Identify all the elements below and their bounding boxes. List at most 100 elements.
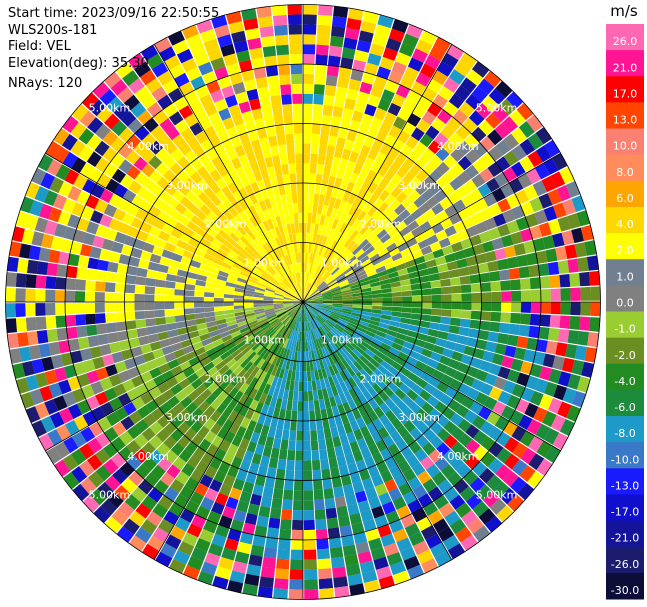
velocity-cell [86,370,100,384]
velocity-cell [215,524,230,538]
velocity-cell [249,255,259,265]
velocity-cell [146,511,163,527]
velocity-cell [373,185,385,198]
velocity-cell [371,209,383,221]
velocity-cell [264,309,275,315]
velocity-cell [243,299,254,302]
velocity-cell [442,348,454,359]
velocity-cell [284,305,294,310]
velocity-cell [405,135,419,150]
velocity-cell [288,233,294,244]
velocity-cell [318,245,325,256]
velocity-cell [136,267,148,278]
velocity-cell [339,179,349,191]
velocity-cell [321,205,329,216]
velocity-cell [203,174,216,187]
velocity-cell [197,242,209,253]
velocity-cell [313,479,323,491]
velocity-cell [440,124,455,140]
velocity-cell [569,273,581,287]
velocity-cell [296,430,303,441]
velocity-cell [5,287,16,302]
velocity-cell [278,312,287,320]
velocity-cell [425,259,437,269]
velocity-cell [315,213,322,225]
velocity-cell [104,302,115,313]
velocity-cell [552,153,568,171]
velocity-cell [111,436,126,452]
velocity-cell [416,262,428,271]
velocity-cell [532,237,546,252]
velocity-cell [284,123,294,135]
velocity-cell [35,372,49,388]
velocity-cell [520,290,532,302]
velocity-cell [307,341,311,352]
velocity-cell [295,321,299,332]
velocity-cell [312,305,322,310]
velocity-cell [253,294,264,298]
velocity-cell [352,348,362,358]
velocity-cell [309,273,314,284]
velocity-cell [157,94,173,110]
velocity-cell [173,246,185,256]
velocity-cell [192,446,206,460]
velocity-cell [204,103,218,117]
velocity-cell [422,87,438,102]
velocity-cell [248,462,260,475]
velocity-cell [444,366,457,378]
velocity-cell [421,147,436,162]
velocity-cell [293,390,299,401]
velocity-cell [334,586,350,598]
velocity-cell [126,455,142,471]
velocity-cell [142,351,155,363]
velocity-cell [315,419,324,431]
velocity-cell [184,313,196,321]
velocity-cell [279,347,286,358]
velocity-cell [502,470,519,487]
velocity-cell [298,262,302,273]
velocity-cell [364,103,377,117]
velocity-cell [297,351,301,362]
velocity-cell [250,324,261,332]
velocity-cell [247,129,259,142]
velocity-cell [251,453,262,465]
velocity-cell [128,180,143,194]
velocity-cell [366,326,378,334]
velocity-cell [247,37,262,50]
range-grid [5,4,601,600]
velocity-cell [331,405,340,417]
velocity-cell [289,569,303,580]
velocity-cell [362,72,376,85]
velocity-cell [217,427,229,440]
velocity-cell [184,290,195,297]
velocity-cell [411,307,422,314]
velocity-cell [488,227,501,240]
velocity-cell [332,241,341,252]
velocity-cell [310,263,316,274]
velocity-cell [260,360,269,371]
velocity-cell [210,89,224,103]
velocity-cell [256,6,272,18]
velocity-cell [12,363,26,379]
velocity-cell [44,369,58,385]
velocity-cell [420,30,437,46]
velocity-cell [291,529,303,540]
velocity-cell [133,238,146,250]
colorbar-unit: m/s [610,2,638,20]
range-ring-label: 3.00km [166,179,208,192]
velocity-cell [110,136,126,153]
velocity-cell [174,295,185,302]
velocity-cell [548,219,562,235]
velocity-cell [365,528,380,542]
velocity-cell [245,472,257,484]
velocity-cell [296,361,300,372]
velocity-cell [329,546,344,559]
velocity-cell [48,249,61,264]
velocity-cell [488,386,503,401]
velocity-cell [105,364,118,377]
velocity-cell [281,429,290,441]
velocity-cell [306,262,309,273]
velocity-cell [341,291,352,296]
velocity-cell [329,125,340,137]
velocity-cell [289,173,297,184]
